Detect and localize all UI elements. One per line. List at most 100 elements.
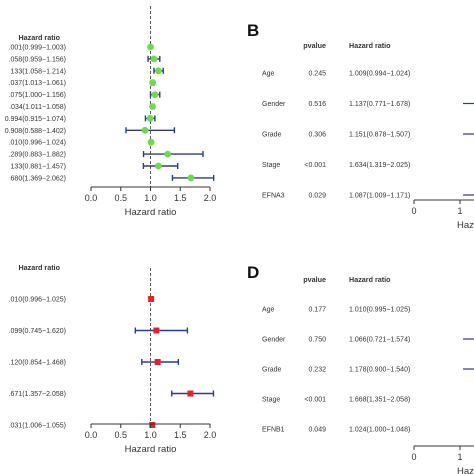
row-label: .099(0.745−1.620) xyxy=(9,328,66,335)
row-label: .001(0.999−1.003) xyxy=(9,45,66,52)
ci-row xyxy=(171,390,215,397)
row-label: 0.908(0.588−1.402) xyxy=(5,128,66,135)
x-tick-label: 0 xyxy=(411,206,416,216)
row-label: 0.994(0.915−1.074) xyxy=(5,116,66,123)
ci-row xyxy=(142,150,204,158)
row-label: .010(0.996−1.024) xyxy=(9,140,66,147)
ci-row xyxy=(171,174,215,182)
hr-point xyxy=(155,162,162,170)
hazard-ratio-value: 1.009(0.994−1.024) xyxy=(349,71,410,78)
hazard-ratio-value: 1.010(0.995−1.025) xyxy=(349,307,410,314)
hr-point xyxy=(147,138,155,146)
ci-row xyxy=(147,138,155,146)
ci-row xyxy=(141,359,180,365)
variable-label: Grade xyxy=(262,132,282,139)
x-tick-label: 1.5 xyxy=(174,430,187,440)
row-label: 133(0.881−1.457) xyxy=(11,164,66,171)
pvalue-value: 0.232 xyxy=(308,367,326,374)
pvalue-value: <0.001 xyxy=(304,397,326,404)
x-tick-label: 0.5 xyxy=(114,430,127,440)
variable-label: Age xyxy=(262,307,275,314)
hr-point xyxy=(187,174,195,182)
column-header: Hazard ratio xyxy=(18,33,60,42)
ci-row xyxy=(125,126,176,134)
variable-label: Stage xyxy=(262,397,280,404)
variable-label: Gender xyxy=(262,337,286,344)
hazard-ratio-value: 1.066(0.721−1.574) xyxy=(349,337,410,344)
row-label: 680(1.369−2.062) xyxy=(11,175,66,182)
pvalue-header: pvalue xyxy=(303,41,326,50)
ci-row xyxy=(153,67,164,75)
panel-a: Hazard ratio .001(0.999−1.003) .058(0.959−… xyxy=(5,6,217,218)
column-header: Hazard ratio xyxy=(18,263,60,272)
row-label: .671(1.357−2.058) xyxy=(9,391,66,398)
hazard-ratio-header: Hazard ratio xyxy=(349,275,391,284)
hr-point xyxy=(149,422,156,428)
hr-point xyxy=(149,103,156,110)
x-tick-label: 1.0 xyxy=(144,430,157,440)
pvalue-value: 0.177 xyxy=(308,307,326,314)
row-label: .037(1.013−1.061) xyxy=(9,80,66,87)
x-tick-label: 0 xyxy=(411,452,416,462)
hazard-ratio-value: 1.178(0.900−1.540) xyxy=(349,367,410,374)
ci-row xyxy=(142,162,179,170)
variable-label: Grade xyxy=(262,367,282,374)
x-tick-label: 1.5 xyxy=(174,193,187,203)
panel-c: Hazard ratio .010(0.996−1.025) .099(0.745−… xyxy=(9,263,217,455)
x-axis-label: Haz xyxy=(457,220,474,231)
x-tick-label: 1.0 xyxy=(144,193,157,203)
pvalue-value: 0.516 xyxy=(308,101,326,108)
hr-point xyxy=(146,115,154,122)
x-tick-label: 0.0 xyxy=(85,430,98,440)
x-tick-label: 2.0 xyxy=(204,430,217,440)
pvalue-value: <0.001 xyxy=(304,162,326,169)
hazard-ratio-value: 1.151(0.878−1.507) xyxy=(349,132,410,139)
hazard-ratio-value: 1.087(1.009−1.171) xyxy=(349,193,410,200)
hr-point xyxy=(141,126,149,134)
row-label: .010(0.996−1.025) xyxy=(9,297,66,304)
hr-point xyxy=(148,296,155,302)
row-label: 133(1.058−1.214) xyxy=(11,68,66,75)
pvalue-value: 0.049 xyxy=(308,427,326,434)
panel-letter: D xyxy=(247,263,259,282)
row-label: .031(1.006−1.055) xyxy=(9,423,66,430)
x-axis-label: Haz xyxy=(457,466,474,474)
ci-row xyxy=(148,296,155,302)
ci-row xyxy=(147,43,154,51)
hr-point xyxy=(151,91,159,98)
x-tick-label: 0.5 xyxy=(114,193,127,203)
ci-row xyxy=(149,91,161,98)
hr-point xyxy=(154,359,161,365)
panel-letter: B xyxy=(247,21,259,40)
pvalue-value: 0.306 xyxy=(308,132,326,139)
variable-label: Stage xyxy=(262,162,280,169)
hr-point xyxy=(150,55,158,63)
hr-point xyxy=(153,327,160,334)
ci-row xyxy=(134,327,189,334)
row-label: .034(1.011−1.058) xyxy=(9,104,66,111)
ci-row xyxy=(144,115,156,122)
x-tick-label: 1 xyxy=(457,206,462,216)
hr-point xyxy=(155,67,162,75)
x-tick-label: 1 xyxy=(457,452,462,462)
hazard-ratio-value: 1.024(1.000−1.048) xyxy=(349,427,410,434)
hazard-ratio-value: 1.137(0.771−1.678) xyxy=(349,101,410,108)
x-tick-label: 0.0 xyxy=(85,193,98,203)
row-label: .120(0.854−1.468) xyxy=(9,360,66,367)
pvalue-value: 0.245 xyxy=(308,71,326,78)
ci-row xyxy=(149,103,156,110)
row-label: .058(0.959−1.156) xyxy=(9,56,66,63)
x-axis-label: Hazard ratio xyxy=(125,207,177,218)
hazard-ratio-value: 1.668(1.351−2.058) xyxy=(349,397,410,404)
variable-label: EFNB1 xyxy=(262,427,285,434)
hr-point xyxy=(164,150,172,158)
hr-point xyxy=(147,43,154,51)
x-tick-label: 2.0 xyxy=(204,193,217,203)
variable-label: EFNA3 xyxy=(262,193,285,200)
pvalue-value: 0.029 xyxy=(308,193,326,200)
row-label: .075(1.000−1.156) xyxy=(9,92,66,99)
hr-point xyxy=(149,79,157,87)
